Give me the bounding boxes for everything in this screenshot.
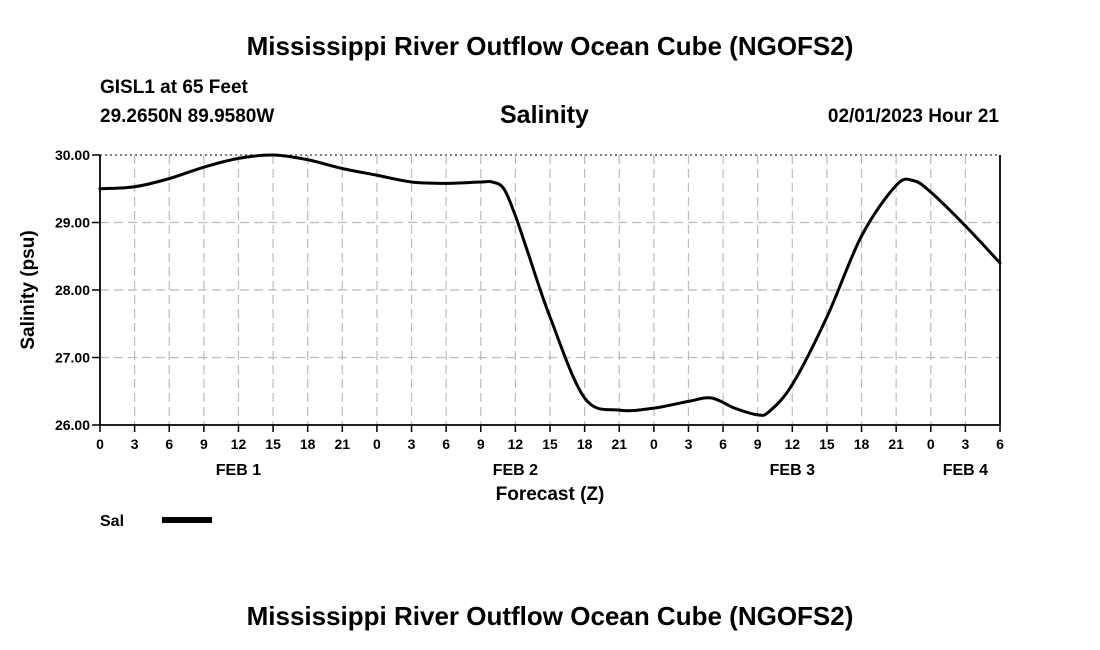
legend-label: Sal — [100, 513, 124, 530]
x-tick-label: 15 — [265, 436, 281, 452]
date-label: FEB 2 — [493, 462, 538, 479]
x-tick-label: 12 — [785, 436, 801, 452]
x-tick-label: 0 — [650, 436, 658, 452]
x-axis-title: Forecast (Z) — [496, 484, 605, 505]
series-line-sal — [98, 153, 1002, 417]
x-tick-label: 0 — [927, 436, 935, 452]
chart-title-top: Mississippi River Outflow Ocean Cube (NG… — [246, 31, 854, 61]
chart-title-bottom: Mississippi River Outflow Ocean Cube (NG… — [246, 601, 854, 631]
forecast-datetime: 02/01/2023 Hour 21 — [827, 106, 999, 127]
y-tick-label: 27.00 — [55, 350, 90, 366]
y-axis-title: Salinity (psu) — [18, 230, 39, 349]
x-tick-label: 18 — [577, 436, 593, 452]
date-label: FEB 3 — [770, 462, 815, 479]
x-tick-label: 18 — [854, 436, 870, 452]
y-tick-label: 30.00 — [55, 147, 90, 163]
x-tick-label: 3 — [961, 436, 969, 452]
station-label: GISL1 at 65 Feet — [100, 77, 248, 98]
x-tick-label: 12 — [231, 436, 247, 452]
x-tick-label: 6 — [996, 436, 1004, 452]
y-tick-label: 26.00 — [55, 417, 90, 433]
x-tick-label: 9 — [200, 436, 208, 452]
x-tick-label: 6 — [165, 436, 173, 452]
x-tick-label: 15 — [542, 436, 558, 452]
x-tick-label: 21 — [335, 436, 351, 452]
x-tick-label: 9 — [754, 436, 762, 452]
x-tick-label: 6 — [442, 436, 450, 452]
x-tick-label: 9 — [477, 436, 485, 452]
x-tick-label: 0 — [96, 436, 104, 452]
y-tick-label: 28.00 — [55, 282, 90, 298]
x-tick-label: 6 — [719, 436, 727, 452]
y-tick-label: 29.00 — [55, 215, 90, 231]
x-tick-label: 21 — [611, 436, 627, 452]
date-label: FEB 4 — [943, 462, 988, 479]
x-tick-label: 3 — [131, 436, 139, 452]
station-coordinates: 29.2650N 89.9580W — [100, 106, 275, 127]
date-label: FEB 1 — [216, 462, 261, 479]
x-tick-label: 21 — [888, 436, 904, 452]
variable-title: Salinity — [500, 101, 589, 129]
x-tick-label: 3 — [685, 436, 693, 452]
x-tick-label: 0 — [373, 436, 381, 452]
x-tick-label: 15 — [819, 436, 835, 452]
x-tick-label: 12 — [508, 436, 524, 452]
x-tick-label: 18 — [300, 436, 316, 452]
x-tick-label: 3 — [408, 436, 416, 452]
